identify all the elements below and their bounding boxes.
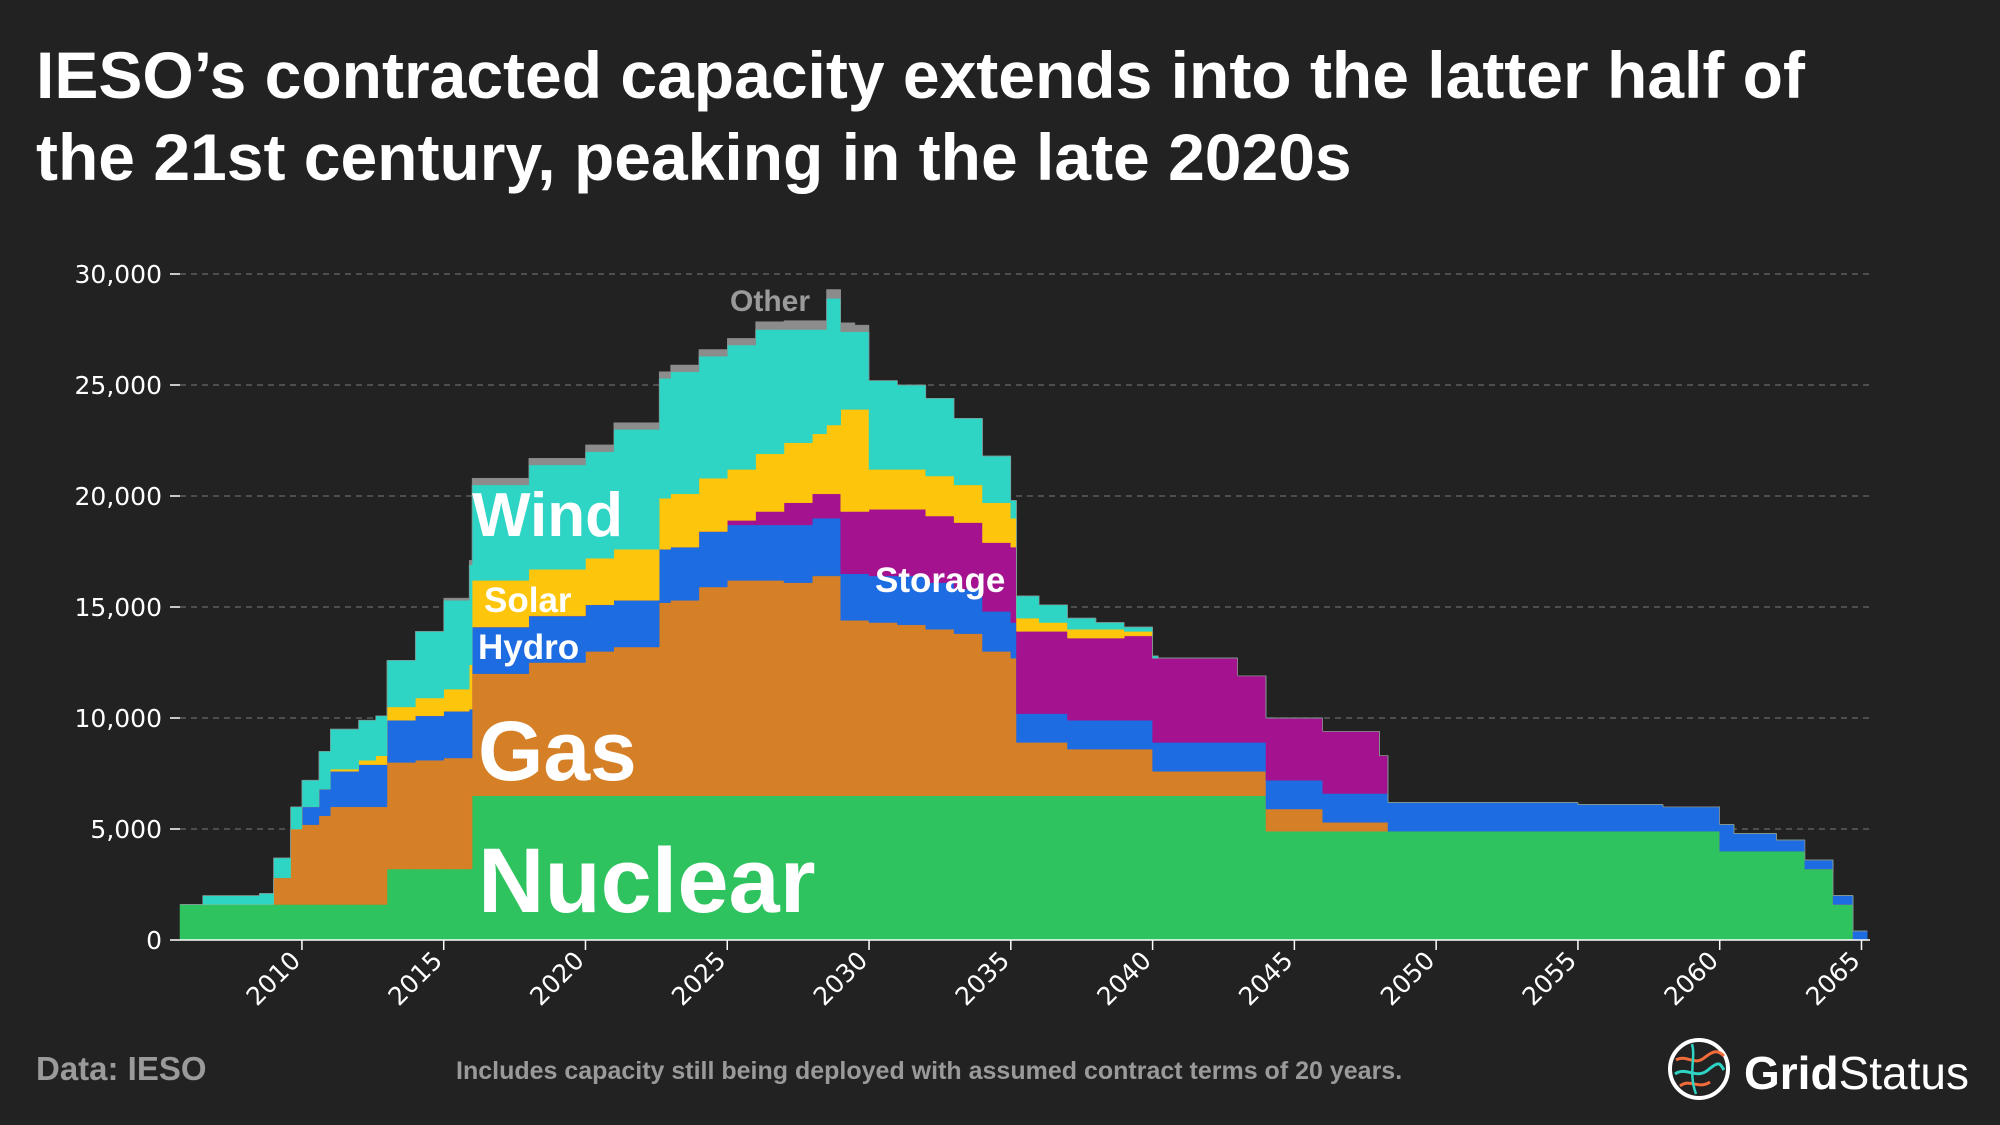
chart-title-line-1: IESO’s contracted capacity extends into … — [36, 38, 1805, 112]
x-tick-label: 2025 — [666, 946, 731, 1011]
grid-status-logo-icon — [1668, 1038, 1730, 1100]
logo-word-light: Status — [1838, 1047, 1969, 1099]
series-areas — [179, 289, 1868, 941]
area-other — [180, 289, 1868, 932]
series-label-gas: Gas — [478, 704, 637, 798]
chart-title-line-2: the 21st century, peaking in the late 20… — [36, 120, 1352, 194]
x-tick-label: 2040 — [1091, 946, 1156, 1011]
x-tick-label: 2020 — [524, 946, 589, 1011]
logo-wordmark: GridStatus — [1744, 1046, 1969, 1100]
data-source: Data: IESO — [36, 1050, 207, 1087]
x-tick-label: 2030 — [808, 946, 873, 1011]
x-tick-label: 2065 — [1800, 946, 1865, 1011]
series-label-hydro: Hydro — [478, 628, 579, 667]
footnote: Includes capacity still being deployed w… — [456, 1057, 1403, 1085]
x-tick-label: 2045 — [1233, 946, 1298, 1011]
y-tick-label: 20,000 — [75, 482, 162, 511]
chart-title: IESO’s contracted capacity extends into … — [36, 34, 1966, 198]
y-tick-label: 25,000 — [75, 371, 162, 400]
y-tick-label: 15,000 — [75, 593, 162, 622]
y-tick-label: 30,000 — [75, 260, 162, 289]
x-tick-label: 2060 — [1658, 946, 1723, 1011]
grid-status-logo: GridStatus — [1666, 1036, 1969, 1106]
y-tick-label: 0 — [146, 926, 162, 955]
series-label-storage: Storage — [875, 561, 1005, 600]
x-tick-label: 2055 — [1517, 946, 1582, 1011]
x-tick-label: 2010 — [241, 946, 306, 1011]
series-label-wind: Wind — [472, 481, 623, 550]
series-label-other: Other — [730, 285, 810, 318]
y-tick-label: 5,000 — [90, 815, 162, 844]
series-label-solar: Solar — [484, 581, 572, 620]
logo-word-bold: Grid — [1744, 1047, 1839, 1099]
series-label-nuclear: Nuclear — [478, 830, 816, 932]
x-tick-label: 2015 — [382, 946, 447, 1011]
y-tick-label: 10,000 — [75, 704, 162, 733]
x-tick-label: 2050 — [1375, 946, 1440, 1011]
series-labels: Nuclear Gas Hydro Solar Wind Storage Other — [472, 285, 1005, 932]
x-tick-label: 2035 — [950, 946, 1015, 1011]
